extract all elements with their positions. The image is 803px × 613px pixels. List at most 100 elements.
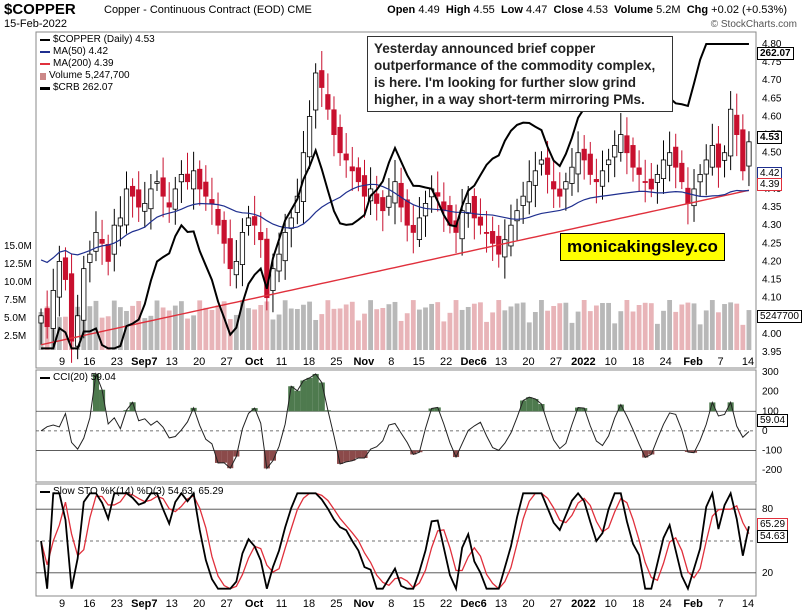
volume-bar <box>429 303 435 350</box>
volume-tick-label: 2.5M <box>4 331 26 342</box>
volume-bar <box>618 311 624 350</box>
volume-bars <box>38 300 752 350</box>
cci-oversold-fill <box>227 450 234 469</box>
price-tick-label: 4.25 <box>762 238 782 249</box>
volume-bar <box>642 302 648 350</box>
volume-bar <box>160 307 166 350</box>
low-value: 4.47 <box>526 4 548 16</box>
candle-body <box>514 210 520 222</box>
crb-tag: 262.07 <box>757 47 794 60</box>
date-tick-label: Nov <box>353 598 375 610</box>
open-value: 4.49 <box>418 4 440 16</box>
cci-oversold-fill <box>648 450 655 455</box>
candle-body <box>734 114 740 135</box>
candle-body <box>386 195 392 208</box>
candle-body <box>252 216 258 226</box>
close-value: 4.53 <box>586 4 608 16</box>
date-tick-label: 20 <box>193 356 205 368</box>
volume-value: 5.2M <box>656 4 681 16</box>
candle-body <box>636 167 642 175</box>
price-tick-label: 4.00 <box>762 329 782 340</box>
date-tick-label: Sep7 <box>131 356 157 368</box>
volume-bar <box>136 301 142 350</box>
close-tag: 4.53 <box>757 131 783 144</box>
candle-body <box>441 201 447 212</box>
candle-body <box>215 208 221 226</box>
candle-body <box>343 153 349 161</box>
candle-body <box>715 143 722 168</box>
cci-oversold-fill <box>269 450 276 461</box>
price-tick-label: 4.30 <box>762 220 782 231</box>
date-tick-label: Dec6 <box>460 356 486 368</box>
candle-body <box>233 261 239 276</box>
price-tick-label: 4.35 <box>762 202 782 213</box>
volume-bar <box>172 305 178 350</box>
candle-body <box>599 170 606 187</box>
price-panel-frame <box>35 31 757 369</box>
candle-body <box>660 159 667 180</box>
candle-body <box>276 253 282 272</box>
volume-bar <box>355 320 361 350</box>
candle-body <box>502 239 508 258</box>
candle-body <box>624 135 630 154</box>
cci-fill <box>92 373 734 469</box>
date-tick-label: 27 <box>221 598 233 610</box>
cci-overbought-fill <box>575 407 582 412</box>
date-tick-label: 20 <box>522 598 534 610</box>
candle-body <box>618 134 624 153</box>
candle-body <box>123 188 130 226</box>
candle-body <box>148 188 154 210</box>
date-tick-label: 18 <box>303 598 315 610</box>
date-axis-bottom: 9 16 23 Sep7 13 20 27 Oct 11 18 25 Nov 8 15 22 Dec6 13 20… <box>59 598 754 610</box>
candle-body <box>245 217 252 226</box>
cci-oversold-fill <box>452 450 460 458</box>
date-tick-label: 22 <box>440 356 452 368</box>
candle-body <box>166 202 172 208</box>
date-tick-label: 14 <box>742 356 754 368</box>
cci-axis: 300 200 100 0 -100 -200 <box>762 367 782 476</box>
candle-body <box>136 189 142 208</box>
candle-body <box>264 238 270 299</box>
date-tick-label: 13 <box>495 598 507 610</box>
price-tick-label: 4.10 <box>762 293 782 304</box>
candle-body <box>172 188 178 210</box>
date-tick-label: 16 <box>83 356 95 368</box>
volume-bar <box>441 321 447 350</box>
volume-bar <box>99 317 105 350</box>
cci-oversold-fill <box>214 450 222 463</box>
candle-body <box>435 192 441 197</box>
volume-bar <box>532 312 538 350</box>
legend-crb: $CRB 262.07 <box>40 82 155 94</box>
candle-body <box>703 159 709 175</box>
candle-body <box>490 231 496 244</box>
candle-body <box>673 146 679 168</box>
volume-bar <box>526 322 532 350</box>
volume-bar <box>148 315 154 350</box>
volume-bar <box>276 314 282 350</box>
candle-body <box>319 70 325 88</box>
volume-axis: 15.0M 12.5M 10.0M 7.5M 5.0M 2.5M <box>4 241 32 342</box>
volume-tick-label: 7.5M <box>4 295 26 306</box>
date-tick-label: 8 <box>388 356 394 368</box>
volume-bar <box>258 305 264 350</box>
volume-bar <box>587 311 593 350</box>
volume-bar <box>728 302 734 350</box>
volume-bar <box>404 313 410 350</box>
sto-axis: 80 20 <box>762 504 774 579</box>
date-tick-label: 25 <box>330 356 342 368</box>
volume-bar <box>197 300 203 350</box>
volume-bar <box>459 309 465 350</box>
candle-body <box>87 253 93 263</box>
volume-bar <box>319 314 325 350</box>
cci-tick-label: 0 <box>762 426 768 437</box>
price-candles <box>38 51 752 363</box>
candle-body <box>544 157 551 175</box>
cci-oversold-fill <box>349 450 356 461</box>
date-tick-label: 27 <box>550 356 562 368</box>
volume-bar <box>240 300 245 350</box>
date-tick-label: Oct <box>245 356 264 368</box>
candle-body <box>355 167 361 183</box>
volume-tag: 5247700 <box>757 310 802 323</box>
price-tick-label: 4.50 <box>762 148 782 159</box>
cci-oversold-fill <box>361 450 368 459</box>
